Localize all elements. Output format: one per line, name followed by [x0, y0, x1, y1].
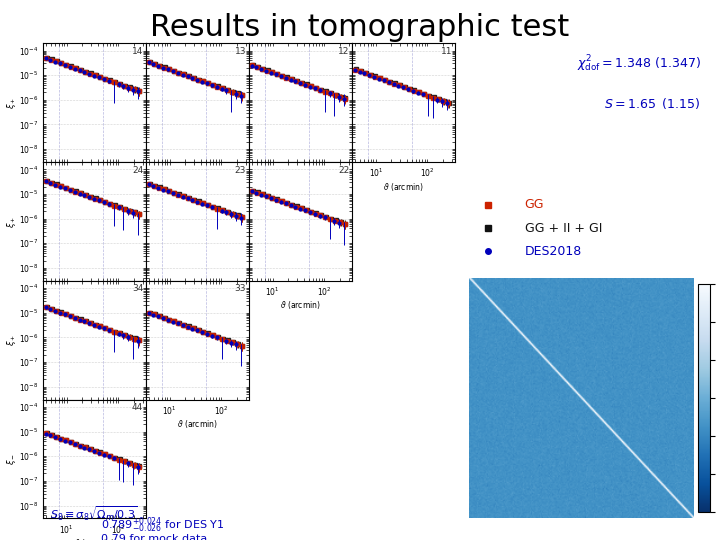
Text: 24: 24	[132, 166, 143, 174]
Text: 23: 23	[235, 166, 246, 174]
Text: 14: 14	[132, 47, 143, 56]
Text: GG + II + GI: GG + II + GI	[525, 221, 602, 234]
X-axis label: $\vartheta$ (arcmin): $\vartheta$ (arcmin)	[177, 418, 218, 430]
Y-axis label: $\xi_+$: $\xi_+$	[4, 97, 17, 109]
Text: 44: 44	[132, 403, 143, 412]
Y-axis label: $\xi_-$: $\xi_-$	[4, 453, 17, 465]
Text: $S_8 \equiv \sigma_8\sqrt{\Omega_m/0.3}$: $S_8 \equiv \sigma_8\sqrt{\Omega_m/0.3}$	[50, 504, 138, 523]
Text: 34: 34	[132, 285, 143, 293]
Text: $S = 1.65\;\;(1.15)$: $S = 1.65\;\;(1.15)$	[604, 96, 701, 111]
Text: $\chi^2_{\mathrm{dof}} = 1.348\ (1.347)$: $\chi^2_{\mathrm{dof}} = 1.348\ (1.347)$	[577, 54, 701, 74]
Text: 11: 11	[441, 47, 452, 56]
X-axis label: $\vartheta$ (arcmin): $\vartheta$ (arcmin)	[74, 537, 115, 540]
Text: 12: 12	[338, 47, 349, 56]
X-axis label: $\vartheta$ (arcmin): $\vartheta$ (arcmin)	[384, 181, 424, 193]
Text: DES2018: DES2018	[525, 245, 582, 258]
Text: 22: 22	[338, 166, 349, 174]
Text: Results in tomographic test: Results in tomographic test	[150, 14, 570, 43]
Text: 13: 13	[235, 47, 246, 56]
Text: 33: 33	[235, 285, 246, 293]
X-axis label: $\vartheta$ (arcmin): $\vartheta$ (arcmin)	[280, 300, 321, 312]
Text: $0.789^{+0.024}_{-0.026}$ for DES Y1: $0.789^{+0.024}_{-0.026}$ for DES Y1	[101, 515, 225, 535]
Y-axis label: $\xi_+$: $\xi_+$	[4, 215, 17, 227]
Text: 0.79 for mock data: 0.79 for mock data	[101, 534, 207, 540]
Text: GG: GG	[525, 198, 544, 212]
Y-axis label: $\xi_+$: $\xi_+$	[4, 334, 17, 346]
